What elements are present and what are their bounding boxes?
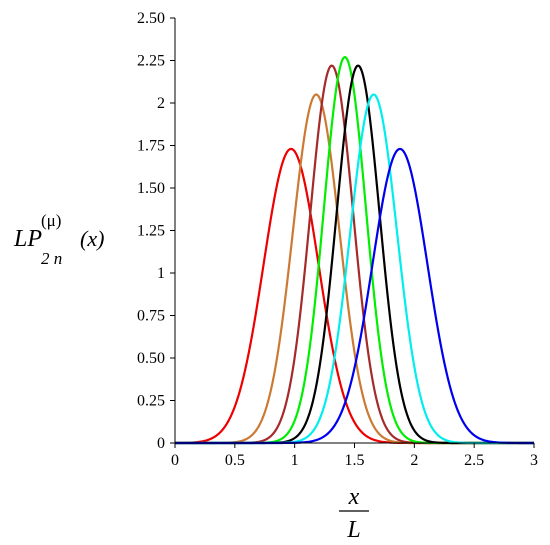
y-tick-label: 2.25 <box>137 53 165 70</box>
x-axis-label: x L <box>339 484 369 543</box>
series-line-2 <box>174 93 535 445</box>
y-tick-label: 1.50 <box>137 180 165 197</box>
y-label-subscript: 2 n <box>41 249 62 268</box>
y-tick-label: 0.75 <box>137 308 165 325</box>
x-tick-label: 1 <box>291 452 299 469</box>
y-tick-label: 1.25 <box>137 223 165 240</box>
y-tick-label: 0.25 <box>137 393 165 410</box>
y-label-superscript: (μ) <box>41 211 61 230</box>
x-ticks-group: 0 0.5 1 1.5 2 2.5 3 <box>171 443 538 469</box>
y-tick-label: 2.50 <box>137 10 165 27</box>
x-tick-label: 0 <box>171 452 179 469</box>
x-label-numerator: x <box>348 484 360 510</box>
x-label-denominator: L <box>346 517 360 543</box>
x-tick-label: 2.5 <box>464 452 484 469</box>
y-label-main: LP <box>13 226 42 252</box>
x-tick-label: 1.5 <box>345 452 365 469</box>
y-tick-label: 0.50 <box>137 350 165 367</box>
curves-group <box>174 56 535 445</box>
series-line-4 <box>174 56 535 445</box>
x-tick-label: 0.5 <box>225 452 245 469</box>
y-tick-label: 0 <box>157 435 165 452</box>
series-line-5 <box>174 64 535 445</box>
y-ticks-group: 0 0.25 0.50 0.75 1 1.25 1.50 1.75 2 2.25 2.50 <box>137 10 175 452</box>
y-tick-label: 1 <box>157 265 165 282</box>
y-tick-label: 2 <box>157 95 165 112</box>
y-axis-label: LP (μ) 2 n (x) <box>13 211 104 268</box>
series-line-6 <box>174 93 535 445</box>
series-line-3 <box>174 64 535 445</box>
x-tick-label: 3 <box>530 452 538 469</box>
y-tick-label: 1.75 <box>137 138 165 155</box>
x-tick-label: 2 <box>410 452 418 469</box>
y-label-argument: (x) <box>80 226 104 251</box>
